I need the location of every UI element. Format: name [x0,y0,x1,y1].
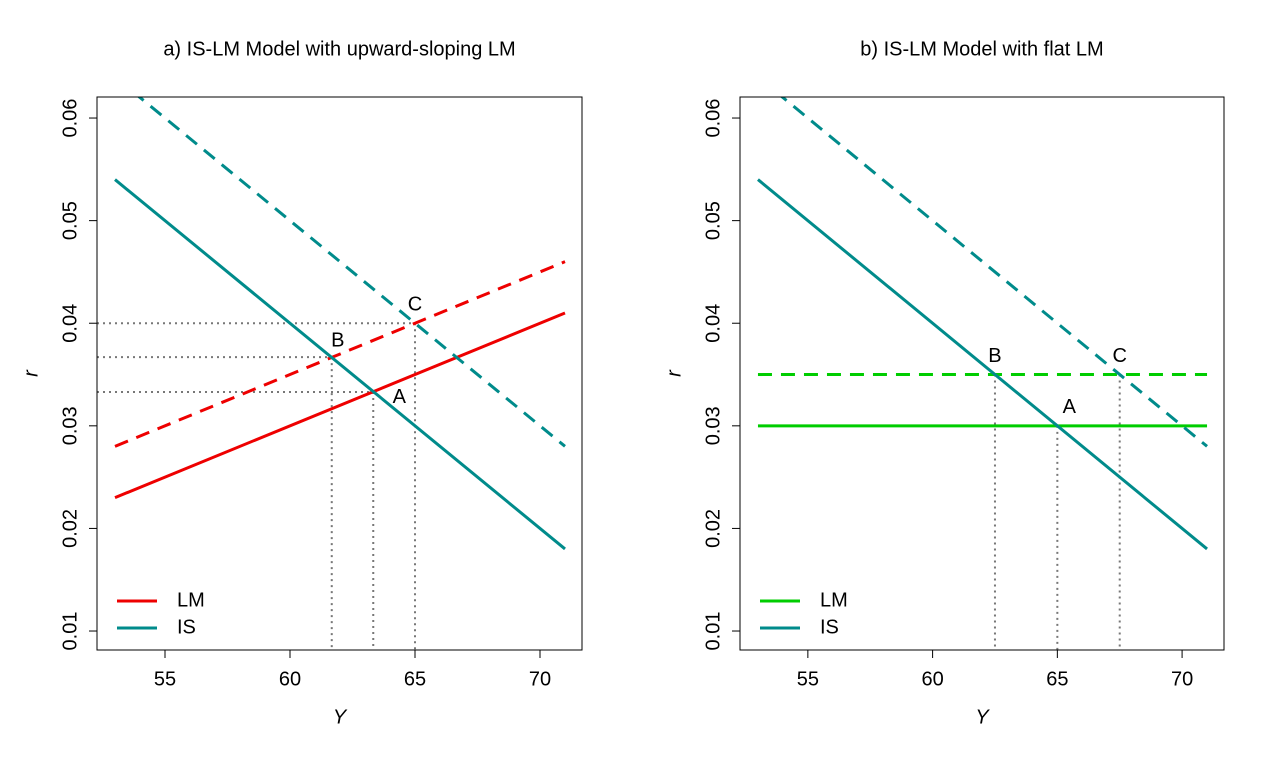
line [757,178,1208,551]
plot-frame [739,96,1225,651]
x-tick-label: 65 [1046,668,1068,690]
x-tick-label: 70 [1171,668,1193,690]
x-tick-label: 60 [279,668,301,690]
y-tick-label: 0.05 [59,201,81,240]
x-axis-label: Y [975,706,990,728]
x-tick-label: 70 [529,668,551,690]
x-tick-label: 55 [797,668,819,690]
x-tick-label: 60 [921,668,943,690]
panel: a) IS-LM Model with upward-sloping LM Yr 5… [20,38,583,728]
point-label: A [1063,396,1077,418]
x-axis-label: Y [333,706,348,728]
chart-title: b) IS-LM Model with flat LM [860,38,1103,60]
point-label: C [1112,345,1126,367]
line [137,97,566,448]
x-tick-label: 55 [154,668,176,690]
y-tick-label: 0.05 [702,201,724,240]
panel: b) IS-LM Model with flat LM Yr 55 60 65 70 0.0… [663,38,1225,728]
y-tick-label: 0.06 [59,99,81,138]
y-axis-label: r [20,369,42,377]
y-tick-label: 0.04 [702,304,724,343]
legend-label: IS [820,616,839,638]
point-label: C [408,294,422,316]
x-tick-label: 65 [404,668,426,690]
legend-label: IS [177,616,196,638]
y-tick-label: 0.03 [59,406,81,445]
y-tick-label: 0.01 [59,612,81,651]
point-label: A [393,386,407,408]
line [114,311,566,500]
line [114,178,566,551]
y-tick-label: 0.01 [702,612,724,651]
point-label: B [331,329,344,351]
chart-title: a) IS-LM Model with upward-sloping LM [163,38,515,60]
y-tick-label: 0.02 [702,509,724,548]
y-tick-label: 0.06 [702,99,724,138]
point-label: B [988,345,1001,367]
line [779,97,1208,448]
y-axis-label: r [663,369,685,377]
y-tick-label: 0.04 [59,304,81,343]
y-tick-label: 0.03 [702,406,724,445]
legend-label: LM [177,589,205,611]
y-tick-label: 0.02 [59,509,81,548]
plot-frame [96,96,583,651]
line [114,260,566,448]
legend-label: LM [820,589,848,611]
